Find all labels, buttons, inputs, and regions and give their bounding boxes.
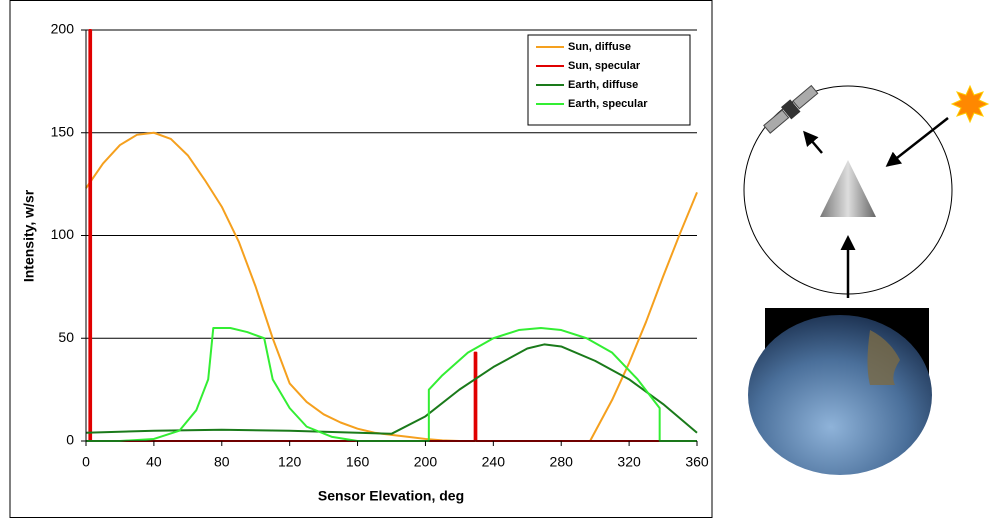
earth-globe — [748, 315, 932, 475]
legend-label: Sun, specular — [568, 60, 641, 72]
x-tick-label: 200 — [414, 454, 438, 470]
legend: Sun, diffuse Sun, specular Earth, diffuse E… — [527, 34, 691, 126]
satellite-icon — [763, 84, 819, 134]
x-tick-label: 360 — [685, 454, 709, 470]
y-tick-label: 200 — [51, 21, 75, 37]
earth-land — [867, 330, 900, 385]
x-tick-label: 280 — [550, 454, 574, 470]
y-tick-label: 150 — [51, 123, 75, 139]
x-axis-title: Sensor Elevation, deg — [318, 488, 464, 504]
axes: 0 50 100 150 200 0 40 80 120 160 200 240 280 320 360 — [51, 21, 709, 470]
arrow-from-sun — [885, 117, 949, 167]
y-axis-title: Intensity, w/sr — [21, 189, 37, 282]
arrow-to-satellite — [803, 130, 823, 154]
series-line — [85, 131, 698, 442]
x-tick-label: 320 — [617, 454, 641, 470]
sensor-cone — [820, 160, 876, 217]
x-tick-label: 160 — [346, 454, 370, 470]
legend-label: Earth, specular — [568, 98, 648, 110]
x-tick-label: 240 — [482, 454, 506, 470]
series-line — [85, 343, 698, 435]
legend-label: Sun, diffuse — [568, 41, 631, 53]
x-tick-label: 0 — [82, 454, 90, 470]
legend-box — [527, 34, 691, 126]
diagram — [743, 84, 990, 475]
sun-icon — [950, 84, 990, 124]
y-tick-label: 50 — [58, 329, 74, 345]
x-tick-label: 120 — [278, 454, 302, 470]
y-tick-label: 0 — [66, 432, 74, 448]
x-tick-label: 80 — [214, 454, 230, 470]
y-tick-label: 100 — [51, 226, 75, 242]
x-tick-label: 40 — [146, 454, 162, 470]
legend-label: Earth, diffuse — [568, 79, 638, 91]
